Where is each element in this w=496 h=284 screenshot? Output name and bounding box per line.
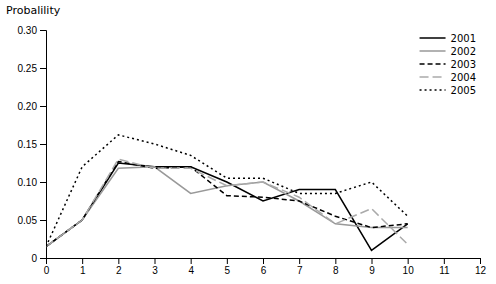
axis-line bbox=[47, 259, 481, 265]
legend-item: 2001 bbox=[420, 33, 476, 44]
tick-mark bbox=[372, 258, 373, 264]
legend-swatch bbox=[420, 63, 446, 65]
tick-label: 9 bbox=[369, 265, 375, 276]
legend-label: 2002 bbox=[451, 46, 476, 57]
series-line bbox=[46, 135, 408, 247]
tick-mark bbox=[444, 258, 445, 264]
tick: 0.10 bbox=[18, 177, 46, 188]
tick: 9 bbox=[369, 258, 375, 276]
legend-swatch bbox=[420, 50, 446, 52]
plot: 012345678910111200.050.100.150.200.250.3… bbox=[18, 25, 487, 276]
legend-label: 2004 bbox=[451, 72, 476, 83]
tick-label: 7 bbox=[297, 265, 303, 276]
tick-mark bbox=[227, 258, 228, 264]
tick-label: 2 bbox=[116, 265, 122, 276]
legend-label: 2003 bbox=[451, 59, 476, 70]
tick: 11 bbox=[439, 258, 450, 276]
tick-mark bbox=[408, 258, 409, 264]
lines bbox=[46, 135, 408, 251]
tick-label: 4 bbox=[188, 265, 194, 276]
tick: 6 bbox=[261, 258, 267, 276]
tick: 0 bbox=[31, 253, 46, 264]
axis-line bbox=[40, 31, 47, 259]
tick-label: 10 bbox=[403, 265, 415, 276]
tick-mark bbox=[40, 258, 46, 259]
tick: 0 bbox=[44, 258, 50, 276]
legend-swatch bbox=[420, 89, 446, 91]
tick-mark bbox=[118, 258, 119, 264]
tick-label: 6 bbox=[261, 265, 267, 276]
tick: 0.25 bbox=[18, 63, 46, 74]
tick: 10 bbox=[403, 258, 415, 276]
legend-item: 2004 bbox=[420, 72, 476, 83]
tick-mark bbox=[40, 68, 46, 69]
tick-label: 0.15 bbox=[18, 139, 38, 150]
legend-item: 2002 bbox=[420, 46, 476, 57]
y-axis: 0 0.05 0.10 0.15 0.20 0.25 0.30 bbox=[18, 25, 47, 264]
tick-label: 12 bbox=[475, 265, 487, 276]
tick-mark bbox=[40, 182, 46, 183]
legend-swatch bbox=[420, 37, 446, 39]
tick-mark bbox=[40, 220, 46, 221]
tick-label: 0.05 bbox=[18, 215, 38, 226]
tick: 5 bbox=[225, 258, 231, 276]
legend-label: 2005 bbox=[451, 85, 476, 96]
tick-mark bbox=[299, 258, 300, 264]
tick: 1 bbox=[80, 258, 86, 276]
tick-label: 5 bbox=[225, 265, 231, 276]
tick: 7 bbox=[297, 258, 303, 276]
x-axis: 0123456789101112 bbox=[44, 258, 487, 276]
tick: 0.20 bbox=[18, 101, 46, 112]
tick: 3 bbox=[152, 258, 158, 276]
y-axis-label: Probalility bbox=[6, 4, 61, 17]
tick-mark bbox=[191, 258, 192, 264]
legend: 2001 2002 2003 2004 2005 bbox=[420, 33, 476, 96]
tick-label: 0 bbox=[44, 265, 50, 276]
tick-mark bbox=[40, 144, 46, 145]
tick: 0.15 bbox=[18, 139, 46, 150]
tick-label: 0.20 bbox=[18, 101, 38, 112]
tick-label: 0 bbox=[31, 253, 37, 264]
tick-mark bbox=[155, 258, 156, 264]
tick-label: 11 bbox=[439, 265, 450, 276]
legend-label: 2001 bbox=[451, 33, 476, 44]
tick-mark bbox=[40, 106, 46, 107]
tick: 0.05 bbox=[18, 215, 46, 226]
tick: 0.30 bbox=[18, 25, 46, 36]
series-line bbox=[46, 163, 408, 250]
legend-swatch bbox=[420, 76, 446, 78]
tick-mark bbox=[82, 258, 83, 264]
tick: 8 bbox=[333, 258, 339, 276]
tick-mark bbox=[40, 30, 46, 31]
tick-label: 0.25 bbox=[18, 63, 38, 74]
tick-label: 0.10 bbox=[18, 177, 38, 188]
tick-mark bbox=[263, 258, 264, 264]
series-line bbox=[46, 167, 408, 247]
tick-mark bbox=[480, 258, 481, 264]
series-line bbox=[46, 161, 408, 246]
series-line bbox=[46, 159, 408, 246]
legend-item: 2003 bbox=[420, 59, 476, 70]
tick: 2 bbox=[116, 258, 122, 276]
tick-label: 8 bbox=[333, 265, 339, 276]
tick: 4 bbox=[188, 258, 194, 276]
tick: 12 bbox=[475, 258, 487, 276]
tick-mark bbox=[335, 258, 336, 264]
legend-item: 2005 bbox=[420, 85, 476, 96]
chart: 012345678910111200.050.100.150.200.250.3… bbox=[0, 0, 496, 284]
tick-label: 1 bbox=[80, 265, 86, 276]
tick-label: 0.30 bbox=[18, 25, 38, 36]
tick-label: 3 bbox=[152, 265, 158, 276]
